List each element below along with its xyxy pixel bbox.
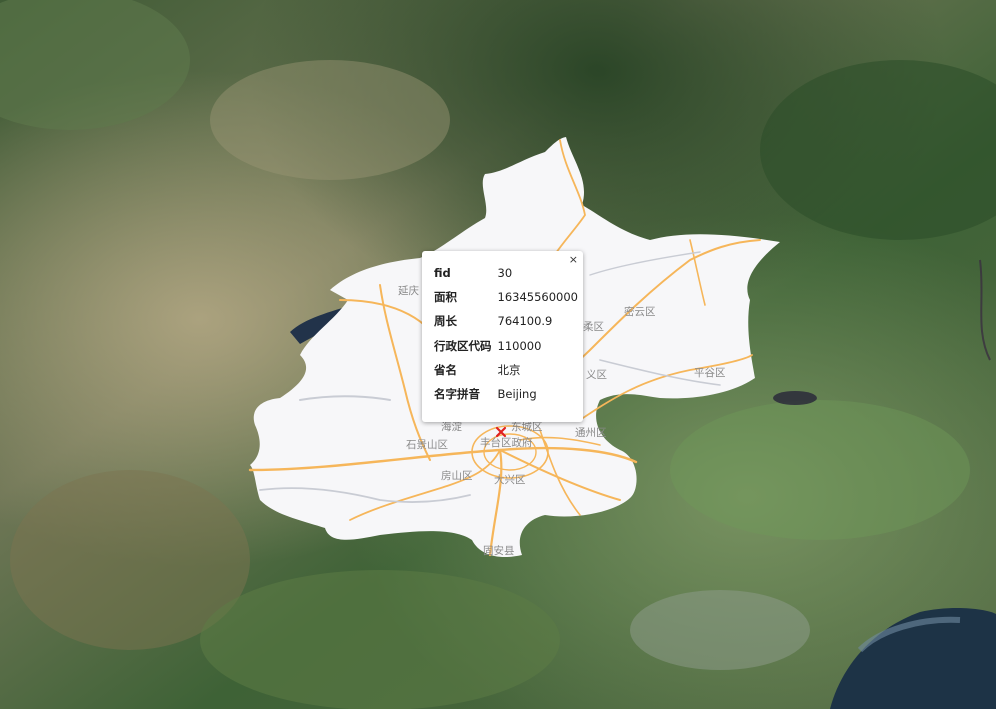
district-label-huairou: 柔区 [583, 321, 604, 333]
district-label-guan: 固安县 [483, 544, 515, 557]
district-label-daxing: 大兴区 [494, 473, 526, 486]
table-row: 面积 16345560000 [434, 285, 578, 309]
attribute-table: fid 30 面积 16345560000 周长 764100.9 行政区代码 … [434, 261, 578, 406]
attr-value-fid: 30 [497, 266, 513, 281]
table-row: 省名 北京 [434, 358, 578, 382]
feature-info-popup: × fid 30 面积 16345560000 周长 764100.9 行政区代… [422, 251, 583, 422]
attr-value-admin-code: 110000 [497, 338, 542, 353]
district-label-pinggu: 平谷区 [694, 367, 726, 379]
attr-key-pinyin: 名字拼音 [434, 387, 480, 402]
district-label-dongcheng: 东城区 [511, 420, 543, 433]
attr-key-admin-code: 行政区代码 [434, 338, 492, 353]
district-label-shijingshan: 石景山区 [406, 439, 448, 451]
district-label-shunyi: 义区 [586, 369, 607, 381]
district-label-haidian: 海淀 [441, 420, 462, 433]
attr-value-province: 北京 [497, 362, 521, 377]
attr-key-province: 省名 [434, 362, 457, 377]
district-label-yanqing: 延庆 [398, 284, 419, 297]
map-pin-icon[interactable] [495, 426, 507, 438]
table-row: 周长 764100.9 [434, 309, 578, 333]
attr-value-pinyin: Beijing [497, 387, 537, 402]
table-row: 行政区代码 110000 [434, 334, 578, 358]
district-label-tongzhou: 通州区 [575, 427, 607, 439]
district-label-fengtai: 丰台区政府 [480, 436, 533, 449]
table-row: fid 30 [434, 261, 578, 285]
district-label-fangshan: 房山区 [441, 469, 473, 482]
table-row: 名字拼音 Beijing [434, 382, 578, 406]
attr-key-perimeter: 周长 [434, 314, 457, 329]
attr-value-perimeter: 764100.9 [497, 314, 553, 329]
close-icon[interactable]: × [568, 253, 578, 266]
attr-value-area: 16345560000 [497, 290, 578, 305]
district-label-miyun: 密云区 [624, 305, 656, 318]
attr-key-fid: fid [434, 266, 451, 281]
road-network [248, 139, 761, 557]
attr-key-area: 面积 [434, 290, 457, 305]
